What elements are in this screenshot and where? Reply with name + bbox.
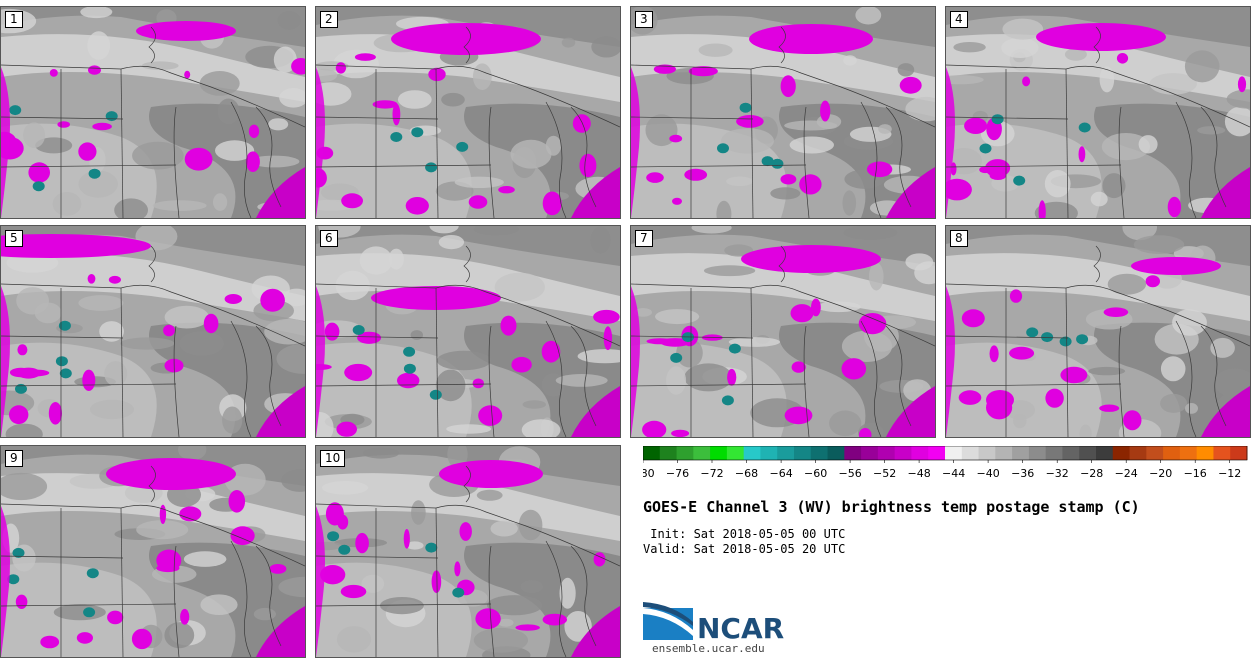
colorbar-swatch <box>810 446 829 460</box>
colorbar-swatch <box>710 446 728 460</box>
colorbar-swatch <box>1213 446 1231 460</box>
colorbar-tick-label: −52 <box>873 467 896 480</box>
wv-brightness-map <box>316 7 620 218</box>
colorbar-swatch <box>1079 446 1097 460</box>
wv-brightness-map <box>631 7 935 218</box>
stamp-panel-2: 2 <box>315 6 621 219</box>
colorbar-tick-label: −56 <box>838 467 861 480</box>
stamp-panel-6: 6 <box>315 225 621 438</box>
colorbar-swatch <box>1045 446 1063 460</box>
colorbar-swatch <box>659 446 678 460</box>
colorbar-swatch <box>760 446 778 460</box>
colorbar-tick-label: −36 <box>1011 467 1034 480</box>
colorbar-swatch <box>827 446 845 460</box>
colorbar-swatch <box>777 446 795 460</box>
panel-number-label: 5 <box>5 230 23 247</box>
colorbar-swatch <box>1163 446 1181 460</box>
colorbar-swatch <box>1096 446 1114 460</box>
colorbar-swatch <box>995 446 1013 460</box>
stamp-panel-10: 10 <box>315 445 621 658</box>
colorbar: −80−76−72−68−64−60−56−52−48−44−40−36−32−… <box>643 446 1248 480</box>
panel-number-label: 8 <box>950 230 968 247</box>
wv-brightness-map <box>631 226 935 437</box>
stamp-panel-4: 4 <box>945 6 1251 219</box>
colorbar-swatch <box>794 446 812 460</box>
panel-number-label: 3 <box>635 11 653 28</box>
colorbar-tick-label: −20 <box>1149 467 1172 480</box>
wv-brightness-map <box>316 446 620 657</box>
colorbar-tick-label: −80 <box>643 467 655 480</box>
colorbar-tick-label: −40 <box>976 467 999 480</box>
wv-brightness-map <box>316 226 620 437</box>
colorbar-swatch <box>1146 446 1164 460</box>
site-url[interactable]: ensemble.ucar.edu <box>652 642 765 655</box>
colorbar-swatch <box>961 446 980 460</box>
colorbar-swatch <box>1179 446 1198 460</box>
colorbar-swatch <box>676 446 694 460</box>
colorbar-tick-label: −48 <box>907 467 930 480</box>
colorbar-tick-label: −44 <box>942 467 965 480</box>
panel-number-label: 1 <box>5 11 23 28</box>
colorbar-tick-label: −72 <box>700 467 723 480</box>
colorbar-tick-label: −64 <box>769 467 792 480</box>
panel-number-label: 10 <box>320 450 346 467</box>
wv-brightness-map <box>946 226 1250 437</box>
panel-number-label: 4 <box>950 11 968 28</box>
colorbar-tick-label: −32 <box>1046 467 1069 480</box>
stamp-panel-9: 9 <box>0 445 306 658</box>
stamp-panel-7: 7 <box>630 225 936 438</box>
colorbar-swatch <box>1129 446 1147 460</box>
init-time: Init: Sat 2018-05-05 00 UTC <box>643 527 846 541</box>
stamp-panel-3: 3 <box>630 6 936 219</box>
wv-brightness-map <box>946 7 1250 218</box>
colorbar-tick-label: −60 <box>804 467 827 480</box>
colorbar-swatch <box>743 446 761 460</box>
colorbar-swatch <box>1062 446 1080 460</box>
colorbar-tick-label: −16 <box>1184 467 1207 480</box>
ncar-logo-icon <box>643 602 693 640</box>
logo-text: NCAR <box>697 612 785 645</box>
colorbar-swatch <box>643 446 661 460</box>
colorbar-swatch <box>894 446 912 460</box>
colorbar-swatch <box>911 446 929 460</box>
colorbar-swatch <box>1230 446 1248 460</box>
panel-number-label: 9 <box>5 450 23 467</box>
valid-time: Valid: Sat 2018-05-05 20 UTC <box>643 542 846 556</box>
stamp-panel-8: 8 <box>945 225 1251 438</box>
wv-brightness-map <box>1 7 305 218</box>
colorbar-swatch <box>1012 446 1030 460</box>
stamp-panel-5: 5 <box>0 225 306 438</box>
figure-title: GOES-E Channel 3 (WV) brightness temp po… <box>643 498 1140 516</box>
colorbar-swatch <box>861 446 879 460</box>
colorbar-swatch <box>1028 446 1047 460</box>
colorbar-swatch <box>693 446 711 460</box>
colorbar-swatch <box>1112 446 1131 460</box>
colorbar-swatch <box>928 446 946 460</box>
colorbar-swatch <box>945 446 963 460</box>
colorbar-swatch <box>978 446 996 460</box>
colorbar-tick-label: −68 <box>735 467 758 480</box>
colorbar-swatch <box>726 446 745 460</box>
stamp-panel-1: 1 <box>0 6 306 219</box>
wv-brightness-map <box>1 446 305 657</box>
colorbar-tick-label: −76 <box>666 467 689 480</box>
colorbar-tick-label: −28 <box>1080 467 1103 480</box>
colorbar-swatch <box>877 446 896 460</box>
panel-number-label: 2 <box>320 11 338 28</box>
colorbar-tick-label: −24 <box>1115 467 1138 480</box>
panel-number-label: 6 <box>320 230 338 247</box>
colorbar-tick-label: −12 <box>1218 467 1241 480</box>
panel-number-label: 7 <box>635 230 653 247</box>
colorbar-swatch <box>844 446 862 460</box>
wv-brightness-map <box>1 226 305 437</box>
colorbar-swatch <box>1196 446 1214 460</box>
